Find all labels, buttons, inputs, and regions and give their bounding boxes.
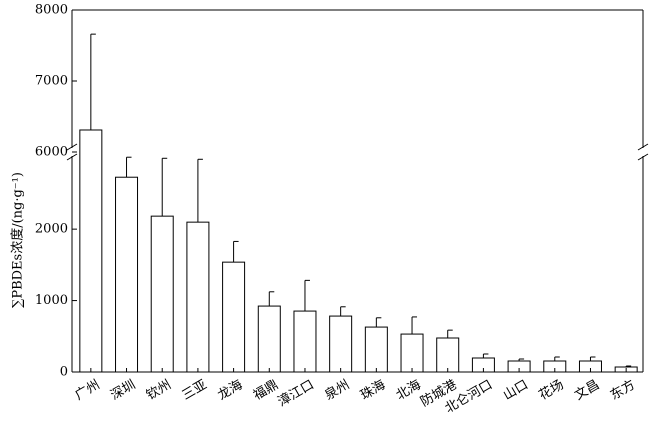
- x-tick-label: 广州: [73, 378, 103, 404]
- y-tick-label: 2000: [35, 222, 68, 237]
- x-tick-label: 东方: [607, 377, 638, 404]
- x-tick-label: 山口: [501, 378, 531, 404]
- x-tick-label: 漳江口: [275, 377, 317, 410]
- bar: [329, 315, 353, 373]
- x-tick-label: 三亚: [180, 378, 210, 404]
- axis-break: [66, 153, 78, 161]
- bar: [79, 129, 103, 373]
- y-tick-label: 7000: [35, 74, 68, 89]
- bar: [150, 215, 174, 373]
- y-tick-label: 1000: [35, 293, 68, 308]
- x-tick-label: 花场: [536, 377, 567, 404]
- bar: [186, 221, 210, 373]
- bar: [400, 333, 424, 373]
- bar: [222, 261, 246, 373]
- x-tick-label: 文昌: [572, 378, 602, 404]
- y-tick-label: 0: [60, 365, 68, 380]
- x-tick-label: 深圳: [108, 378, 138, 404]
- bar: [257, 305, 281, 373]
- y-axis-label: ∑PBDEs浓度/(ng·g⁻¹): [10, 172, 26, 308]
- axis-break: [637, 153, 649, 161]
- y-tick-label: 6000: [35, 145, 68, 160]
- x-tick-label: 龙海: [215, 378, 245, 404]
- bar: [364, 326, 388, 373]
- x-tick-label: 钦州: [144, 378, 174, 404]
- axis-break: [66, 143, 78, 151]
- bar: [293, 310, 317, 373]
- bar: [115, 176, 139, 373]
- bar: [436, 337, 460, 373]
- x-tick-label: 珠海: [358, 378, 388, 404]
- y-tick-label: 8000: [35, 3, 68, 18]
- axis-break: [637, 143, 649, 151]
- x-tick-label: 泉州: [322, 377, 353, 404]
